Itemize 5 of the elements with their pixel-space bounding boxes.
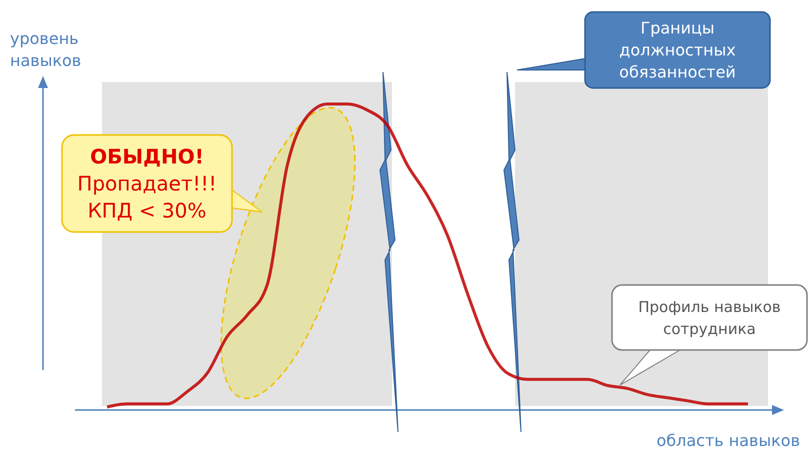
x-axis-title: область навыков [656, 431, 800, 450]
annotation: Профиль навыков сотрудника [638, 298, 781, 338]
y-axis-title: уровень навыков [10, 29, 82, 70]
annotation: ОБЫДНО! Пропадает!!! КПД < 30% [77, 144, 217, 222]
text: Границы должностных обязанностей [619, 18, 736, 82]
